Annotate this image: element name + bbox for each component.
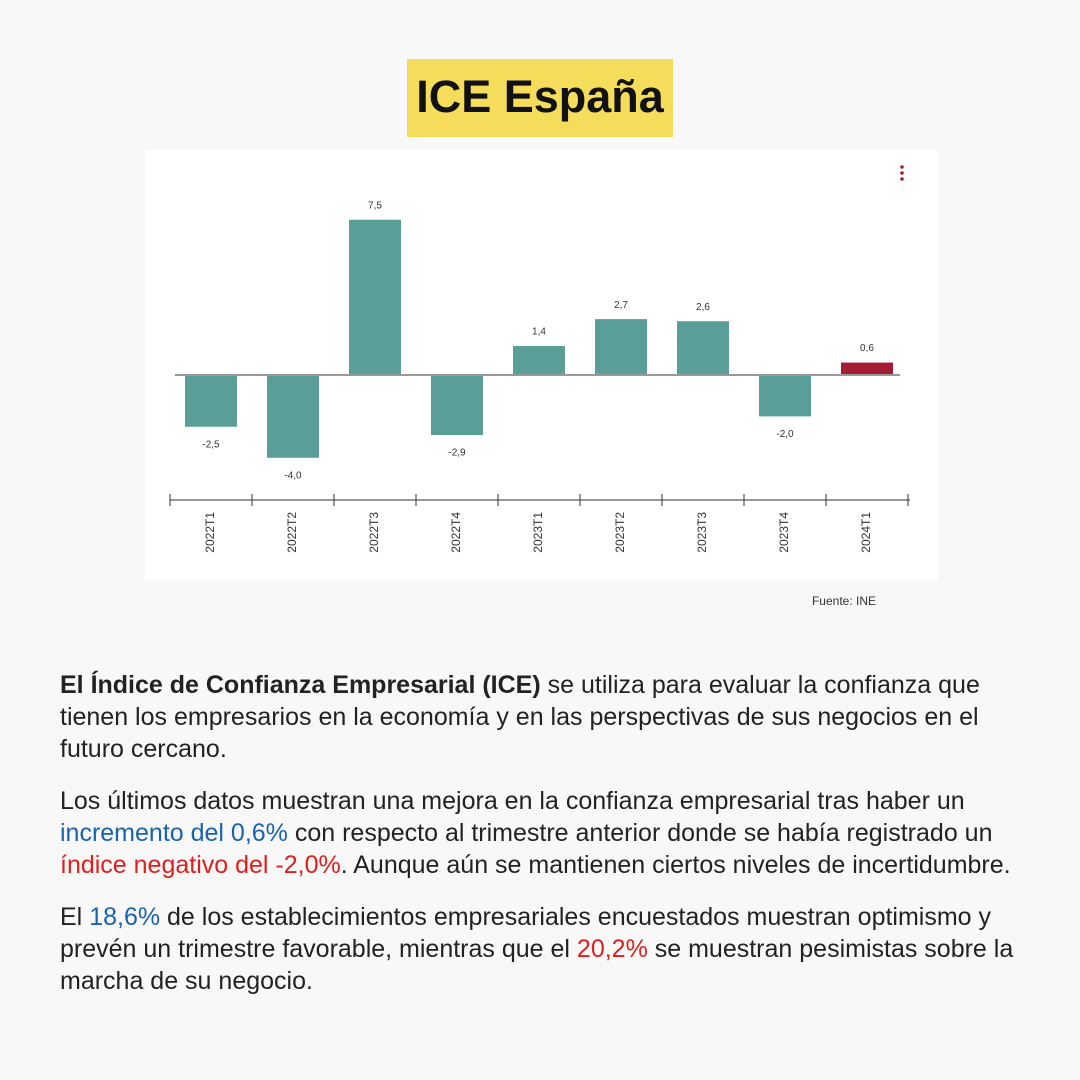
text-segment: con respecto al trimestre anterior donde… (287, 819, 993, 847)
bar (431, 375, 483, 436)
x-tick-label: 2024T1 (859, 512, 873, 553)
text-segment: índice negativo del -2,0% (60, 851, 341, 879)
text-segment: incremento del 0,6% (60, 819, 288, 847)
x-tick-label: 2023T3 (695, 512, 709, 553)
value-label: 2,7 (614, 300, 628, 311)
bar (841, 362, 893, 375)
text-segment: El Índice de Confianza Empresarial (ICE) (60, 671, 541, 699)
bar (595, 319, 647, 375)
value-label: 1,4 (532, 327, 546, 338)
text-segment: 20,2% (576, 935, 648, 963)
value-label: -2,5 (202, 439, 220, 450)
text-segment: Los últimos datos muestran una mejora en… (60, 787, 965, 815)
chart: ICE España Fuente: INE -2,5 2022T1 -4,0 202… (169, 59, 910, 609)
bar (185, 375, 237, 427)
x-tick-label: 2022T1 (203, 512, 217, 553)
x-tick-label: 2022T3 (367, 512, 381, 553)
source: Fuente: INE (812, 594, 876, 608)
text-segment: . Aunque aún se mantienen ciertos nivele… (340, 851, 1011, 879)
x-tick-label: 2023T4 (777, 512, 791, 553)
bar (677, 321, 729, 375)
x-tick-label: 2022T2 (285, 512, 299, 553)
paragraph: Los últimos datos muestran una mejora en… (60, 785, 1035, 881)
text-segment: 18,6% (89, 903, 161, 931)
bar (759, 375, 811, 417)
description: El Índice de Confianza Empresarial (ICE)… (60, 669, 1035, 1017)
paragraph: El Índice de Confianza Empresarial (ICE)… (60, 669, 1035, 765)
title-box (407, 59, 673, 137)
bar (267, 375, 319, 458)
bar (513, 346, 565, 375)
text-segment: de los establecimientos empresariales en… (60, 903, 992, 963)
value-label: 7,5 (368, 200, 382, 211)
text-segment: El (60, 903, 90, 931)
chart-title: ICE España (416, 71, 665, 122)
value-label: -2,0 (776, 429, 794, 440)
value-label: -2,9 (448, 448, 466, 459)
value-label: 2,6 (696, 302, 710, 313)
x-tick-label: 2022T4 (449, 512, 463, 553)
menu-icon[interactable] (900, 165, 904, 181)
value-label: 0,6 (860, 343, 874, 354)
bar (349, 219, 401, 375)
x-tick-label: 2023T1 (531, 512, 545, 553)
text-segment: se utiliza para evaluar la confianza que… (60, 671, 980, 763)
paragraph: El 18,6% de los establecimientos empresa… (60, 901, 1035, 997)
x-tick-label: 2023T2 (613, 512, 627, 553)
text-segment: se muestran pesimistas sobre la marcha d… (60, 935, 1014, 995)
value-label: -4,0 (284, 470, 302, 481)
